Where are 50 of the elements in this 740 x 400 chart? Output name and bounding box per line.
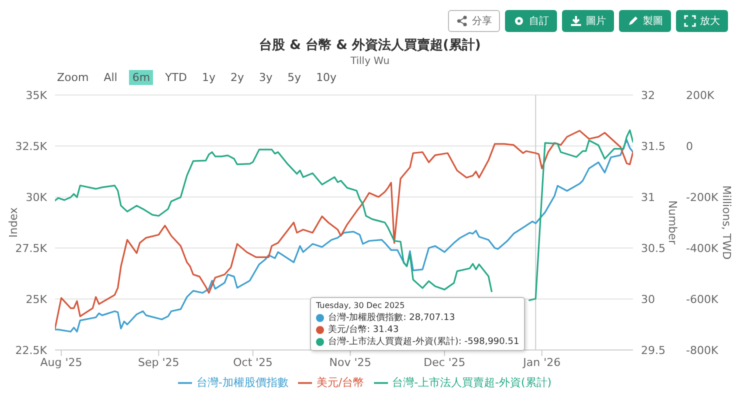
y-tick-label: 27.5K — [15, 242, 48, 255]
y3-tick-label: -800K — [686, 344, 719, 357]
text: YTD — [164, 70, 188, 85]
text: All — [102, 70, 118, 85]
y-tick-label: 35K — [26, 88, 48, 102]
y2-tick-label: 30 — [641, 292, 655, 306]
x-tick-label: Aug '25 — [40, 356, 82, 369]
text: 自訂 — [529, 14, 549, 28]
y-tick-label: 32.5K — [15, 140, 48, 153]
annotation: 美元/台幣: 31.43 — [328, 324, 399, 336]
y2-tick-label: 31.5 — [641, 140, 666, 153]
text: 圖片 — [586, 14, 606, 28]
y3-tick-label: 200K — [686, 88, 715, 102]
text: 2y — [230, 70, 246, 85]
x-tick-label: Sep '25 — [138, 356, 180, 369]
text: 1y — [201, 70, 217, 85]
y2-axis-title: Number — [666, 200, 680, 246]
y-axis-title: Index — [6, 206, 20, 238]
x-tick-label: Jan '26 — [522, 356, 561, 369]
y-tick-label: 22.5K — [15, 344, 48, 357]
text: 10y — [315, 70, 338, 85]
text: 6m — [129, 70, 154, 85]
y-tick-label: 30K — [26, 190, 48, 204]
annotation: 台灣-上市法人買賣超-外資(累計): -598,990.51 — [328, 336, 520, 348]
annotation: Tuesday, 30 Dec 2025 — [316, 300, 406, 312]
text: 放大 — [700, 14, 720, 28]
x-tick-label: Nov '25 — [329, 356, 372, 369]
y2-tick-label: 31 — [641, 190, 655, 204]
annotation: 台灣-加權股價指數: 28,707.13 — [328, 312, 455, 324]
y3-axis-title: Millions, TWD — [720, 185, 734, 260]
x-tick-label: Oct '25 — [233, 356, 273, 369]
text: 5y — [286, 70, 302, 85]
y2-tick-label: 29.5 — [641, 344, 666, 357]
y3-tick-label: 0 — [686, 140, 693, 153]
y3-tick-label: -200K — [686, 190, 719, 204]
chart-title: 台股 & 台幣 & 外資法人買賣超(累計) — [258, 36, 482, 54]
chart-subtitle: Tilly Wu — [349, 56, 391, 67]
y2-tick-label: 30.5 — [641, 242, 666, 255]
y2-tick-label: 32 — [641, 88, 655, 102]
y3-tick-label: -600K — [686, 292, 719, 306]
x-tick-label: Dec '25 — [424, 356, 466, 369]
text: 製圖 — [643, 14, 663, 28]
y-tick-label: 25K — [26, 292, 48, 306]
legend-label: 台灣-上市法人買賣超-外資(累計) — [392, 376, 552, 389]
text: Zoom — [56, 70, 90, 85]
legend-label: 美元/台幣 — [316, 376, 364, 389]
text: 3y — [258, 70, 274, 85]
y3-tick-label: -400K — [686, 242, 719, 255]
legend-label: 台灣-加權股價指數 — [196, 376, 288, 389]
text: 分享 — [472, 14, 492, 28]
